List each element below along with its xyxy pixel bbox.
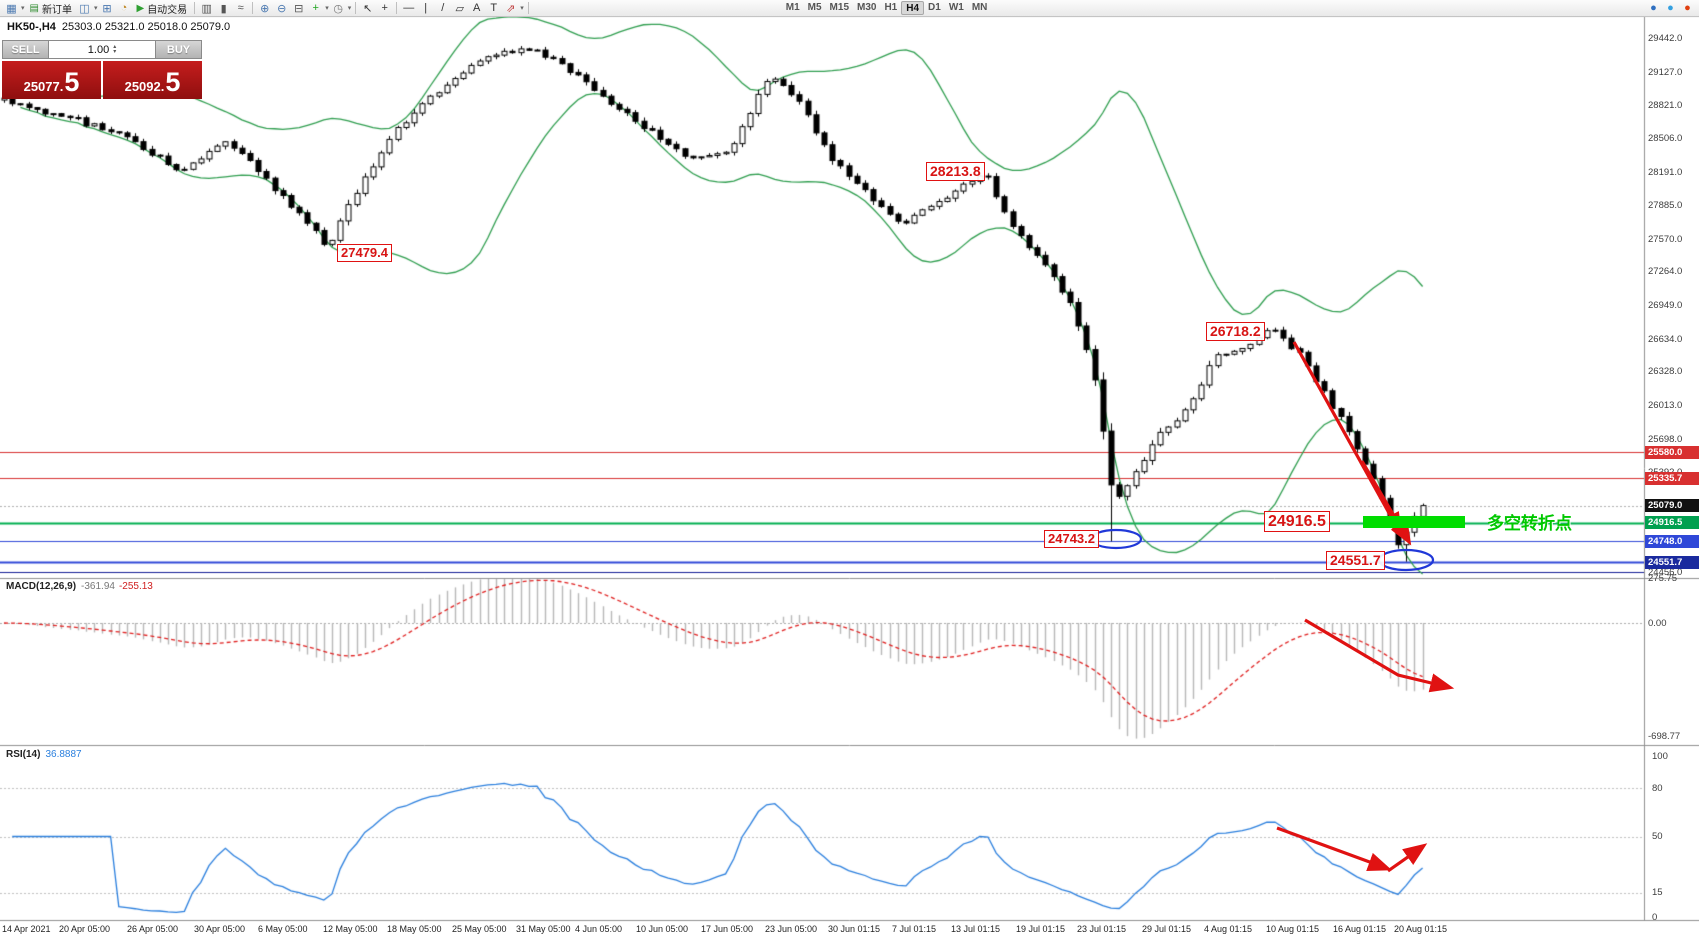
timeframe-H4[interactable]: H4 [901, 1, 925, 15]
community-icon[interactable]: ● [1650, 2, 1657, 14]
candlestick-type-icon[interactable]: ▮ [220, 2, 227, 15]
buy-price-frac: 5 [165, 67, 181, 97]
crosshair-icon[interactable]: + [381, 2, 388, 14]
market-watch-icon[interactable]: ⊞ [102, 2, 112, 15]
toolbar-separator [355, 2, 357, 14]
trendline-tool-icon[interactable]: / [441, 2, 445, 14]
add-indicator-icon[interactable]: + [312, 2, 319, 14]
buy-price-main: 25092. [124, 79, 165, 94]
zoom-out-icon[interactable]: ⊖ [277, 2, 287, 15]
arrow-objects-icon[interactable]: ⇗ [506, 2, 516, 15]
text-label-tool-icon[interactable]: T [490, 2, 498, 14]
algo-trading-button-label: 自动交易 [147, 4, 188, 16]
dropdown-caret-icon[interactable]: ▾ [520, 5, 524, 12]
macd-signal-value: -255.13 [118, 581, 153, 592]
sell-price-main: 25077. [23, 79, 64, 94]
alert-badge[interactable]: ● [1684, 2, 1691, 14]
bar-chart-type-icon[interactable]: ▥ [201, 2, 212, 15]
chart-title: HK50-,H4 25303.0 25321.0 25018.0 25079.0 [7, 21, 230, 33]
timeframe-group: M1 M5 M15 M30 H1 H4 D1 W1 MN [782, 1, 992, 15]
volume-spinner[interactable]: ▴ ▾ [113, 43, 117, 55]
timeframe-M15[interactable]: M15 [829, 2, 849, 13]
timeframe-MN[interactable]: MN [971, 2, 988, 13]
macd-main-value: -361.94 [81, 581, 115, 592]
dropdown-caret-icon[interactable]: ▾ [21, 5, 25, 12]
dropdown-caret-icon[interactable]: ▾ [347, 5, 352, 12]
toolbar-separator [527, 2, 529, 14]
toolbar-separator [396, 2, 398, 14]
sell-price-frac: 5 [64, 67, 80, 97]
profiles-icon[interactable]: ◫ [79, 2, 90, 15]
rsi-label: RSI(14) 36.8887 [6, 749, 82, 760]
rsi-name: RSI(14) [6, 749, 41, 760]
spin-down-icon[interactable]: ▾ [113, 48, 117, 55]
timeframe-M5[interactable]: M5 [807, 2, 822, 13]
timeframe-H1[interactable]: H1 [884, 2, 898, 13]
dropdown-caret-icon[interactable]: ▾ [93, 5, 98, 12]
new-order-button-label: 新订单 [41, 4, 72, 16]
hline-tool-icon[interactable]: — [403, 2, 415, 14]
rsi-value: 36.8887 [45, 749, 82, 760]
buy-price-button[interactable]: 25092. 5 [103, 61, 202, 99]
sell-price-button[interactable]: 25077. 5 [2, 61, 101, 99]
font-tool-icon[interactable]: A [473, 2, 481, 14]
chat-icon[interactable]: ● [1667, 2, 1674, 14]
toolbar-separator [194, 2, 196, 14]
timeframe-W1[interactable]: W1 [948, 2, 964, 13]
toolbar-gap [532, 8, 782, 9]
channel-tool-icon[interactable]: ▱ [455, 2, 464, 15]
toolbar-separator [252, 2, 254, 14]
line-chart-type-icon[interactable]: ≈ [237, 2, 244, 14]
timeframe-D1[interactable]: D1 [928, 2, 941, 13]
macd-name: MACD(12,26,9) [6, 581, 77, 592]
spin-up-icon[interactable]: ▴ [113, 43, 117, 50]
macd-label: MACD(12,26,9) -361.94 -255.13 [6, 581, 153, 592]
volume-value: 1.00 [87, 43, 110, 56]
timeframe-M1[interactable]: M1 [785, 2, 800, 13]
ohlc-values: 25303.0 25321.0 25018.0 25079.0 [61, 21, 231, 33]
timeframe-M30[interactable]: M30 [857, 2, 877, 13]
zoom-in-icon[interactable]: ⊕ [260, 2, 270, 15]
buy-button[interactable]: BUY [155, 40, 202, 59]
algo-trading-button-icon: ▶ [136, 2, 145, 14]
tile-windows-icon[interactable]: ⊟ [294, 2, 304, 15]
sell-button[interactable]: SELL [2, 40, 49, 59]
symbol-title: HK50-,H4 [7, 21, 56, 33]
navigator-icon[interactable]: ◔ [120, 2, 128, 14]
cycles-icon[interactable]: ◷ [333, 2, 343, 15]
vline-tool-icon[interactable]: | [424, 2, 428, 14]
new-order-button[interactable]: ▤ 新订单 [26, 1, 76, 16]
new-order-button-icon: ▤ [29, 2, 39, 14]
cursor-icon[interactable]: ↖ [363, 2, 373, 15]
main-toolbar: ▦ ▾ ▤ 新订单 ◫ ▾ ⊞ ◔ ▶ 自动交易 ▥ ▮ ≈ ⊕ ⊖ ⊟ + ▾ ◷ ▾ ↖ + — | / ▱ A T ⇗ ▾ M1 M5 M… [0, 0, 1699, 17]
dropdown-caret-icon[interactable]: ▾ [325, 5, 329, 12]
new-chart-icon[interactable]: ▦ [6, 2, 17, 15]
algo-trading-button[interactable]: ▶ 自动交易 [132, 1, 191, 16]
one-click-trading-panel: SELL 1.00 ▴ ▾ BUY 25077. 5 25092. 5 [2, 40, 202, 99]
volume-field[interactable]: 1.00 ▴ ▾ [49, 40, 155, 59]
